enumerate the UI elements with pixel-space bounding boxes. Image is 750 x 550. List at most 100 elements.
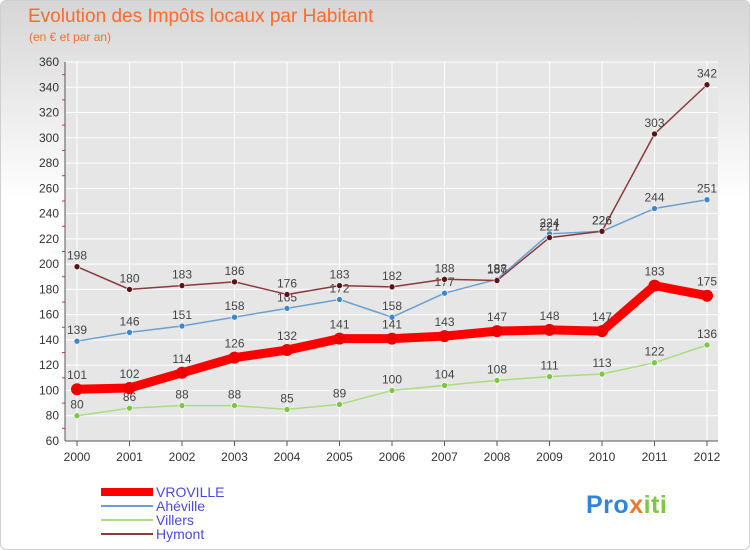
y-tick-label: 220 — [39, 232, 59, 246]
data-label-vroville: 141 — [382, 318, 402, 332]
data-label-villers: 89 — [333, 386, 347, 400]
data-point-vroville — [596, 325, 608, 338]
data-label-aheville: 226 — [592, 213, 612, 227]
x-tick-label: 2008 — [484, 450, 511, 464]
data-label-hymont: 226 — [592, 213, 612, 227]
data-point-villers — [231, 402, 238, 409]
data-point-vroville — [701, 289, 713, 302]
data-point-vroville — [438, 330, 451, 343]
data-point-vroville — [333, 332, 346, 345]
data-point-villers — [388, 387, 396, 394]
data-label-aheville: 139 — [67, 323, 87, 337]
data-label-vroville: 148 — [539, 309, 559, 323]
y-tick-label: 240 — [39, 207, 59, 221]
data-label-villers: 136 — [697, 327, 717, 341]
data-label-vroville: 175 — [697, 275, 717, 289]
data-label-aheville: 188 — [487, 261, 507, 275]
data-point-aheville — [441, 289, 448, 297]
x-tick-label: 2012 — [694, 450, 721, 464]
data-point-villers — [126, 404, 133, 412]
legend-label-vroville: VROVILLE — [156, 484, 225, 500]
data-point-villers — [598, 370, 606, 378]
data-point-aheville — [283, 305, 291, 312]
data-label-hymont: 188 — [434, 261, 454, 275]
y-tick-label: 140 — [39, 333, 59, 347]
data-point-hymont — [336, 282, 343, 289]
data-point-aheville — [336, 296, 343, 303]
data-label-aheville: 244 — [644, 191, 664, 205]
data-point-aheville — [231, 313, 238, 321]
data-point-villers — [73, 412, 81, 420]
data-label-vroville: 132 — [277, 329, 297, 343]
data-label-hymont: 182 — [382, 269, 402, 283]
data-point-aheville — [388, 313, 396, 321]
data-point-vroville — [648, 279, 661, 292]
legend-swatch-villers — [101, 519, 153, 521]
y-tick-label: 360 — [39, 55, 59, 69]
data-label-hymont: 183 — [172, 268, 192, 282]
data-label-villers: 111 — [540, 359, 559, 373]
data-point-hymont — [283, 291, 291, 298]
data-point-vroville — [386, 332, 398, 345]
data-point-hymont — [546, 234, 553, 241]
x-tick-label: 2002 — [169, 450, 196, 464]
x-tick-label: 2007 — [431, 450, 458, 464]
data-label-aheville: 251 — [697, 182, 717, 196]
y-tick-label: 200 — [39, 257, 59, 271]
data-point-villers — [441, 382, 448, 389]
data-point-vroville — [176, 366, 188, 379]
x-tick-label: 2005 — [326, 450, 353, 464]
y-tick-label: 160 — [39, 308, 59, 322]
x-tick-label: 2001 — [116, 450, 143, 464]
data-label-aheville: 224 — [539, 216, 559, 230]
data-point-hymont — [73, 263, 81, 270]
data-label-hymont: 187 — [487, 263, 507, 277]
x-tick-label: 2000 — [64, 450, 91, 464]
data-label-villers: 86 — [123, 390, 137, 404]
data-point-villers — [178, 402, 186, 409]
data-point-hymont — [598, 227, 606, 235]
data-point-villers — [651, 359, 658, 366]
legend-label-villers: Villers — [156, 512, 194, 528]
y-tick-label: 280 — [39, 156, 59, 170]
x-tick-label: 2004 — [274, 450, 301, 464]
data-label-hymont: 180 — [119, 271, 139, 285]
x-tick-label: 2006 — [379, 450, 406, 464]
data-label-hymont: 303 — [644, 116, 664, 130]
legend-swatch-hymont — [101, 533, 153, 535]
data-point-hymont — [388, 283, 396, 291]
data-point-aheville — [126, 329, 133, 336]
data-label-vroville: 183 — [644, 265, 664, 279]
data-point-vroville — [491, 325, 503, 338]
data-label-vroville: 126 — [224, 337, 244, 351]
data-label-villers: 88 — [175, 388, 189, 402]
data-label-vroville: 114 — [172, 352, 191, 366]
data-label-villers: 108 — [487, 362, 507, 376]
data-label-hymont: 176 — [277, 276, 297, 290]
data-label-vroville: 141 — [329, 318, 349, 332]
y-tick-label: 120 — [39, 358, 59, 372]
data-label-aheville: 158 — [224, 299, 244, 313]
x-tick-label: 2010 — [589, 450, 616, 464]
data-label-hymont: 342 — [697, 67, 717, 81]
chart-title: Evolution des Impôts locaux par Habitant — [28, 6, 374, 27]
data-point-villers — [493, 377, 501, 384]
y-tick-label: 300 — [39, 131, 59, 145]
data-label-villers: 104 — [434, 367, 454, 381]
data-label-vroville: 147 — [592, 310, 612, 324]
data-label-aheville: 146 — [119, 314, 139, 328]
y-tick-label: 60 — [46, 434, 60, 448]
data-point-hymont — [493, 277, 501, 284]
data-point-hymont — [178, 282, 186, 289]
chart-subtitle: (en € et par an) — [29, 30, 112, 44]
data-label-hymont: 198 — [67, 249, 87, 263]
data-label-villers: 122 — [644, 345, 664, 359]
y-tick-label: 320 — [39, 106, 59, 120]
proxiti-logo: Proxiti — [586, 491, 668, 519]
data-point-aheville — [73, 337, 81, 345]
y-tick-label: 80 — [46, 409, 60, 423]
data-point-aheville — [651, 205, 658, 212]
data-label-villers: 88 — [228, 388, 242, 402]
data-label-vroville: 147 — [487, 310, 507, 324]
